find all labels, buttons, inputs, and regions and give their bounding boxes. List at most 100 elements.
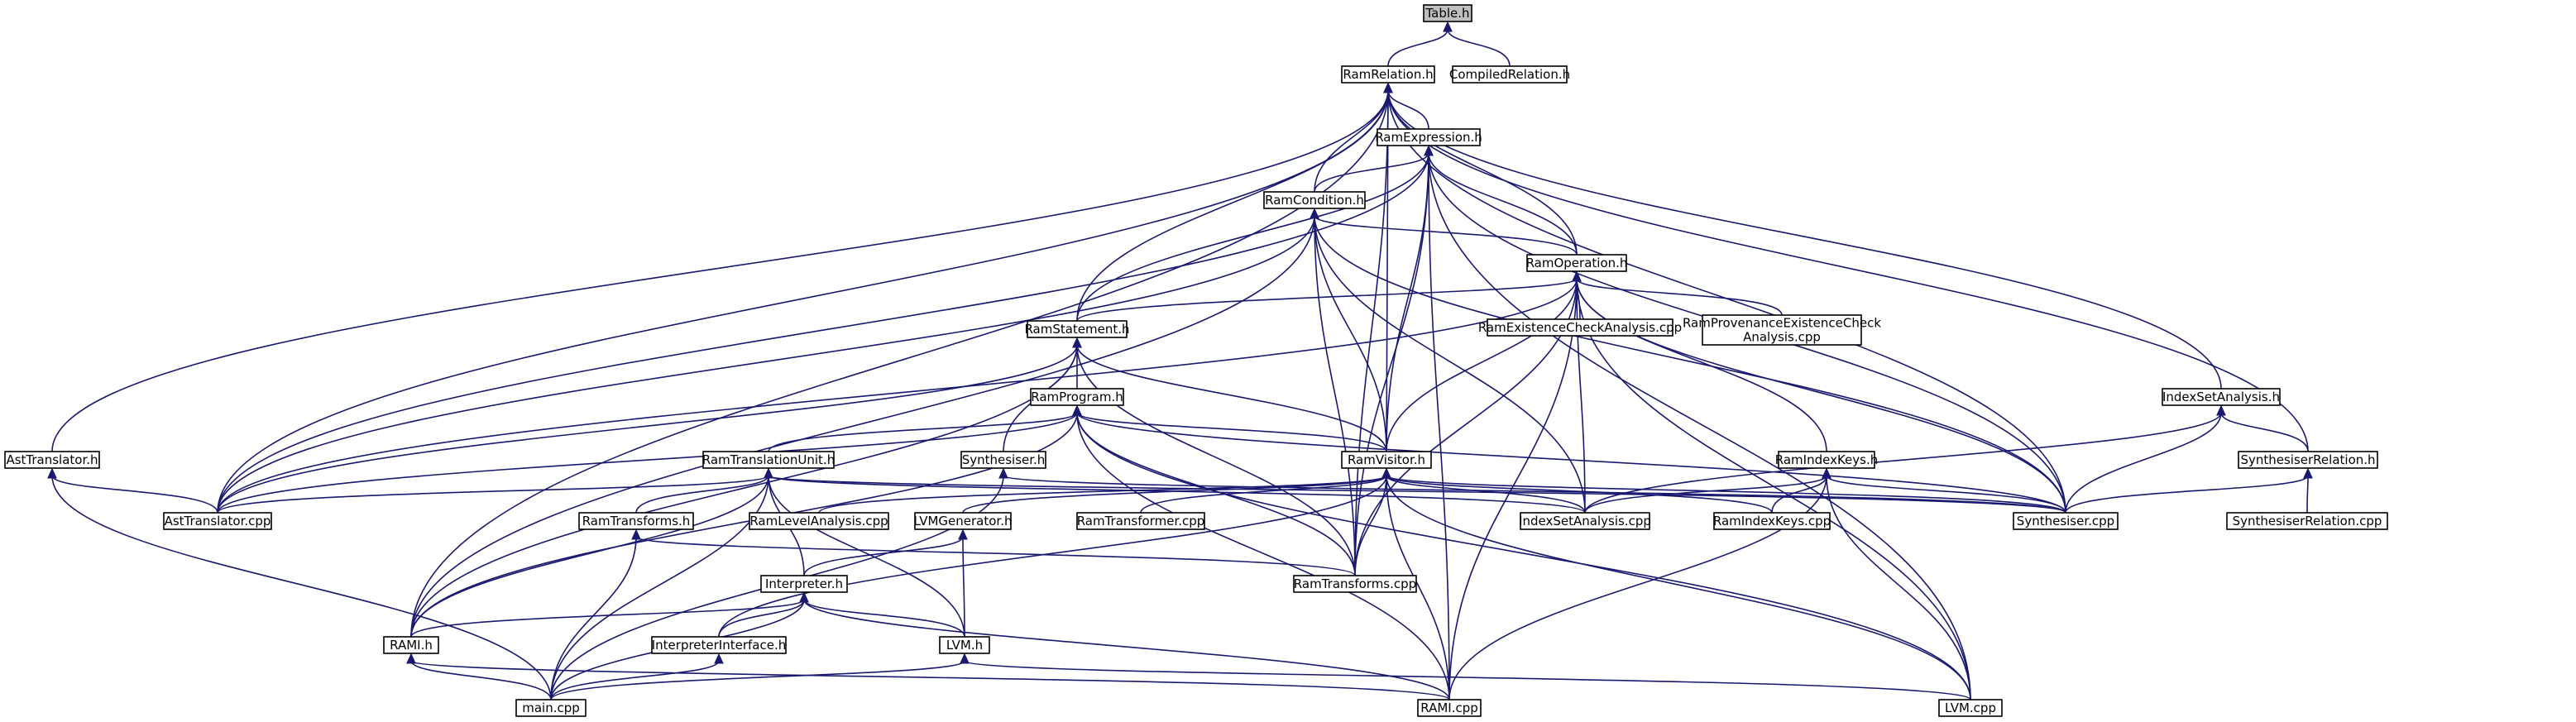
node-box — [1417, 699, 1482, 717]
edge-ramindexkeys_h-includes-ramoperation_h — [1572, 270, 1827, 452]
node-ramtransformer-cpp[interactable]: RamTransformer.cpp — [1076, 512, 1205, 530]
edge-line — [2220, 412, 2309, 452]
node-indexsetanalysis-h[interactable]: IndexSetAnalysis.h — [2162, 388, 2281, 406]
node-box — [2162, 388, 2281, 406]
node-ramtranslationunit-h[interactable]: RamTranslationUnit.h — [702, 451, 835, 469]
edge-line — [51, 475, 218, 514]
node-label: AstTranslator.cpp — [165, 514, 271, 528]
node-lvm-h[interactable]: LVM.h — [939, 636, 990, 654]
edge-asttranslator_h-includes-ramrelation_h — [51, 82, 1393, 452]
node-box — [1293, 575, 1417, 593]
edge-rami_h-includes-ramcondition_h — [410, 208, 1319, 638]
edge-synthesiserrelation_h-includes-indexsetanalysis_h — [2216, 404, 2309, 452]
edge-line — [1076, 412, 2066, 514]
edge-line — [1387, 89, 1429, 130]
node-ramoperation-h[interactable]: RamOperation.h — [1526, 254, 1628, 272]
arrowhead-icon — [714, 653, 724, 664]
node-ramprogram-h[interactable]: RamProgram.h — [1030, 388, 1124, 406]
edge-line — [1387, 89, 2309, 452]
node-box — [1713, 512, 1831, 530]
node-label: IndexSetAnalysis.cpp — [1519, 514, 1651, 528]
edge-asttranslator_cpp-includes-ramtranslationunit_h — [217, 467, 773, 514]
node-synthesiserrelation-cpp[interactable]: SynthesiserRelation.cpp — [2226, 512, 2388, 530]
node-box — [1030, 388, 1124, 406]
node-ramexpression-h[interactable]: RamExpression.h — [1375, 128, 1482, 146]
node-ramtransforms-h[interactable]: RamTransforms.h — [578, 512, 694, 530]
node-label: CompiledRelation.h — [1449, 67, 1570, 82]
edge-line — [1448, 475, 1827, 700]
node-label: SynthesiserRelation.cpp — [2233, 514, 2382, 528]
node-interpreterinterface-h[interactable]: InterpreterInterface.h — [651, 636, 787, 654]
node-ramindexkeys-cpp[interactable]: RamIndexKeys.cpp — [1713, 512, 1831, 530]
node-label: RamCondition.h — [1265, 193, 1364, 208]
node-label: RamTranslationUnit.h — [702, 452, 835, 467]
arrowhead-icon — [998, 467, 1008, 479]
arrowhead-icon — [799, 591, 809, 603]
node-ramindexkeys-h[interactable]: RamIndexKeys.h — [1775, 451, 1878, 469]
edge-lvm_cpp-includes-lvm_h — [960, 653, 1971, 700]
node-synthesiser-cpp[interactable]: Synthesiser.cpp — [2013, 512, 2119, 530]
edge-line — [635, 475, 769, 514]
node-synthesiserrelation-h[interactable]: SynthesiserRelation.h — [2238, 451, 2378, 469]
node-ramlevelanalysis-cpp[interactable]: RamLevelAnalysis.cpp — [749, 512, 889, 530]
edge-line — [1386, 475, 2066, 514]
node-box — [163, 512, 272, 530]
edge-line — [718, 599, 805, 638]
node-rami-cpp[interactable]: RAMI.cpp — [1417, 699, 1482, 717]
node-table-h[interactable]: Table.h — [1423, 4, 1472, 22]
edge-line — [550, 660, 720, 700]
node-ramcondition-h[interactable]: RamCondition.h — [1263, 191, 1366, 209]
node-synthesiser-h[interactable]: Synthesiser.h — [960, 451, 1046, 469]
edge-indexsetanalysis_cpp-includes-ramoperation_h — [1572, 270, 1586, 514]
node-ramvisitor-h[interactable]: RamVisitor.h — [1341, 451, 1432, 469]
node-asttranslator-h[interactable]: AstTranslator.h — [4, 451, 100, 469]
node-interpreter-h[interactable]: Interpreter.h — [760, 575, 848, 593]
edge-line — [1387, 89, 1578, 256]
node-label: RamIndexKeys.cpp — [1713, 514, 1831, 528]
node-lvm-cpp[interactable]: LVM.cpp — [1938, 699, 2003, 717]
node-label: RamRelation.h — [1343, 67, 1433, 82]
node-compiledrelation-h[interactable]: CompiledRelation.h — [1449, 65, 1570, 84]
arrowhead-icon — [958, 528, 968, 540]
edge-line — [217, 475, 769, 514]
node-box — [914, 512, 1012, 530]
node-ramstatement-h[interactable]: RamStatement.h — [1024, 320, 1130, 338]
arrowhead-icon — [47, 467, 57, 479]
edge-line — [1386, 89, 1389, 452]
node-box — [1520, 512, 1650, 530]
arrowhead-icon — [2216, 404, 2226, 416]
node-label: RamExistenceCheckAnalysis.cpp — [1478, 320, 1682, 335]
edge-interpreterinterface_h-includes-interpreter_h — [718, 591, 809, 638]
arrowhead-icon — [1822, 467, 1831, 479]
edge-line — [1447, 28, 1511, 67]
node-ramrelation-h[interactable]: RamRelation.h — [1341, 65, 1435, 84]
node-box — [4, 451, 100, 469]
edge-line — [1076, 344, 1387, 452]
edge-line — [217, 278, 1578, 514]
node-box — [383, 636, 439, 654]
edge-line — [1354, 475, 1387, 576]
node-indexsetanalysis-cpp[interactable]: IndexSetAnalysis.cpp — [1519, 512, 1651, 530]
node-label: RamIndexKeys.h — [1775, 452, 1878, 467]
node-box — [1076, 512, 1205, 530]
node-label: LVM.h — [946, 638, 983, 653]
edge-line — [803, 536, 964, 576]
node-box — [2226, 512, 2388, 530]
node-ramtransforms-cpp[interactable]: RamTransforms.cpp — [1293, 575, 1417, 593]
edge-line — [964, 660, 1971, 700]
node-rami-h[interactable]: RAMI.h — [383, 636, 439, 654]
node-label: RamProgram.h — [1031, 390, 1123, 404]
edge-line — [1076, 412, 1971, 700]
arrowhead-icon — [631, 528, 641, 540]
edge-line — [410, 215, 1315, 638]
node-asttranslator-cpp[interactable]: AstTranslator.cpp — [163, 512, 272, 530]
node-llvmgenerator-h[interactable]: LVMGenerator.h — [914, 512, 1013, 530]
node-ramexistence-cpp[interactable]: RamExistenceCheckAnalysis.cpp — [1478, 318, 1682, 337]
edge-line — [803, 599, 1450, 700]
edge-line — [2065, 475, 2309, 514]
edge-line — [2065, 412, 2222, 514]
node-main-cpp[interactable]: main.cpp — [515, 699, 587, 717]
node-box — [1341, 65, 1435, 84]
edge-line — [1826, 475, 2066, 514]
